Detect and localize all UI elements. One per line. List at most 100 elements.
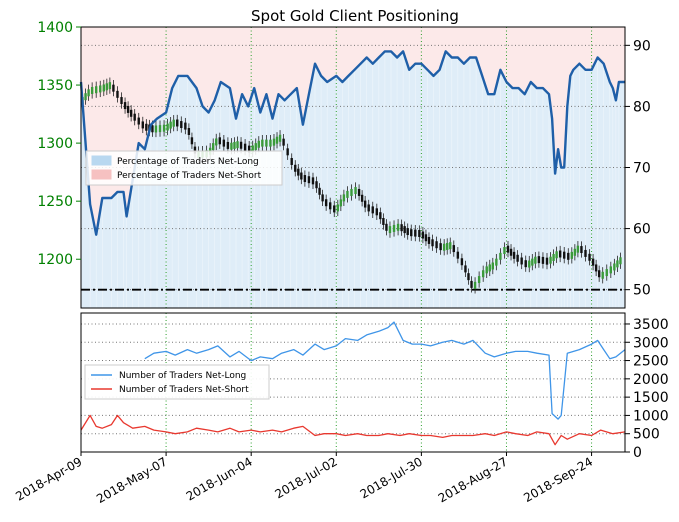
price-candle	[251, 145, 254, 153]
price-candle	[350, 188, 353, 196]
price-candle	[541, 256, 545, 264]
price-candle	[388, 226, 392, 234]
price-candle	[247, 145, 251, 153]
price-candle	[516, 254, 519, 262]
x-axis-tick-label: 2018-Jul-30	[358, 454, 425, 501]
price-candle	[236, 141, 239, 149]
bottom-axis-tick-label: 1000	[633, 408, 669, 424]
price-candle	[439, 243, 442, 251]
price-candle	[619, 257, 622, 265]
bottom-axis-tick-label: 3000	[633, 335, 669, 351]
price-candle	[261, 139, 264, 147]
price-candle	[311, 177, 315, 185]
price-candle	[133, 113, 136, 121]
price-candle	[609, 266, 613, 274]
price-candle	[126, 105, 130, 113]
price-candle	[265, 139, 268, 147]
price-candle	[254, 143, 257, 151]
price-candle	[396, 223, 400, 231]
price-candle	[218, 137, 221, 145]
price-candle	[424, 234, 428, 242]
price-candle	[363, 200, 367, 208]
price-candle	[427, 236, 431, 244]
price-candle	[336, 204, 340, 212]
price-candle	[329, 202, 332, 210]
price-candle	[169, 121, 172, 129]
price-candle	[190, 137, 194, 145]
price-candle	[321, 194, 324, 202]
price-candle	[531, 258, 534, 266]
price-candle	[491, 262, 494, 270]
price-candle	[485, 266, 488, 274]
price-candle	[601, 271, 604, 279]
price-candle	[580, 246, 583, 254]
price-candle	[552, 254, 555, 261]
price-candle	[418, 230, 421, 237]
left-price-axis: 1200 1250 1300 1350 1400	[37, 20, 81, 268]
price-candle	[382, 218, 385, 225]
price-candle	[555, 251, 558, 259]
top-legend-label: Percentage of Traders Net-Long	[117, 157, 259, 167]
price-candle	[431, 239, 434, 247]
price-candle	[524, 260, 527, 268]
price-candle	[193, 146, 197, 154]
price-candle	[303, 175, 307, 183]
price-candle	[120, 97, 123, 105]
price-candle	[460, 258, 464, 266]
chart-title: Spot Gold Client Positioning	[251, 7, 459, 25]
left-axis-tick-label: 1400	[37, 20, 73, 36]
price-candle	[342, 194, 346, 202]
price-candle	[307, 176, 311, 184]
price-candle	[467, 273, 470, 281]
price-candle	[215, 138, 218, 146]
price-candle	[371, 206, 374, 214]
top-legend-box	[85, 150, 283, 186]
x-axis-tick-label: 2018-Apr-09	[13, 454, 84, 503]
bottom-axis-tick-label: 1500	[633, 390, 669, 406]
price-candle	[324, 199, 328, 207]
price-candle	[400, 224, 403, 232]
price-candle	[613, 263, 616, 271]
price-candle	[379, 212, 382, 220]
price-candle	[112, 84, 115, 92]
price-candle	[129, 109, 133, 117]
right-axis-tick-label: 80	[633, 99, 651, 115]
price-candle	[230, 142, 233, 150]
price-candle	[300, 172, 303, 180]
price-candle	[549, 256, 552, 264]
net-short-area	[81, 27, 625, 235]
top-legend: Percentage of Traders Net-Long Percentage…	[85, 150, 283, 186]
price-candle	[272, 138, 276, 146]
price-candle	[473, 281, 477, 289]
price-candle	[180, 121, 183, 129]
price-candle	[357, 188, 361, 196]
net-short-count-line	[80, 414, 626, 446]
price-candle	[154, 125, 158, 133]
price-candle	[102, 84, 105, 92]
price-candle	[456, 251, 460, 259]
bottom-legend-label: Number of Traders Net-Short	[119, 385, 249, 395]
price-candle	[406, 228, 409, 236]
price-candle	[90, 86, 94, 94]
price-candle	[346, 190, 349, 198]
price-candle	[367, 204, 370, 212]
x-axis-tick-label: 2018-Jul-02	[272, 454, 339, 501]
price-candle	[537, 256, 541, 264]
price-candle	[222, 139, 226, 147]
bottom-axis-tick-label: 0	[633, 445, 642, 461]
price-candle	[297, 168, 300, 176]
x-axis-tick-label: 2018-Sep-24	[521, 454, 595, 505]
price-candle	[563, 251, 566, 259]
bottom-right-axis: 0 500 1000 1500 2000 2500 3000 3500	[625, 317, 669, 461]
price-candle	[452, 245, 455, 253]
bottom-axis-tick-label: 3500	[633, 317, 669, 333]
price-candle	[158, 125, 162, 133]
price-candle	[506, 245, 510, 253]
price-candle	[594, 264, 598, 272]
price-candle	[99, 85, 102, 93]
price-candle	[294, 164, 297, 172]
price-candle	[339, 199, 343, 207]
price-candle	[315, 181, 318, 189]
price-candle	[269, 139, 272, 147]
